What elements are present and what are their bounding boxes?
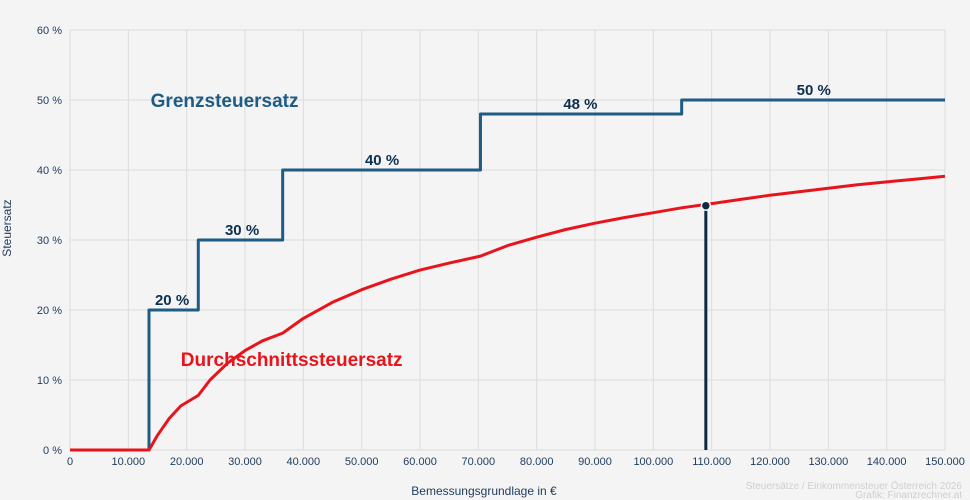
x-tick-label: 60.000 — [403, 456, 437, 468]
y-axis-ticks: 0 % 10 % 20 % 30 % 40 % 50 % 60 % — [37, 25, 62, 457]
x-tick-label: 50.000 — [345, 456, 379, 468]
marker — [700, 200, 712, 450]
x-tick-label: 100.000 — [633, 456, 673, 468]
series-label: Durchschnittssteuersatz — [181, 350, 403, 371]
x-tick-label: 140.000 — [867, 456, 907, 468]
series-line-0 — [70, 98, 945, 452]
y-tick-label: 40 % — [37, 165, 62, 177]
step-label: 30 % — [225, 222, 259, 239]
x-tick-label: 70.000 — [462, 456, 496, 468]
y-tick-label: 10 % — [37, 375, 62, 387]
x-tick-label: 40.000 — [287, 456, 321, 468]
y-tick-label: 0 % — [43, 445, 62, 457]
credit-line-1: Steuersätze / Einkommensteuer Österreich… — [746, 480, 963, 492]
x-tick-label: 0 — [67, 456, 73, 468]
step-label: 40 % — [365, 152, 399, 169]
x-tick-label: 30.000 — [228, 456, 262, 468]
grid — [69, 29, 946, 451]
y-tick-label: 60 % — [37, 25, 62, 37]
x-tick-label: 80.000 — [520, 456, 554, 468]
x-tick-label: 90.000 — [578, 456, 612, 468]
y-tick-label: 20 % — [37, 305, 62, 317]
x-tick-label: 130.000 — [808, 456, 848, 468]
series-line-1 — [70, 174, 946, 452]
x-tick-label: 20.000 — [170, 456, 204, 468]
step-label: 48 % — [563, 96, 597, 113]
y-axis-title: Steuersatz — [0, 199, 14, 256]
step-label: 20 % — [155, 292, 189, 309]
marker-point — [700, 200, 712, 211]
x-tick-label: 110.000 — [692, 456, 731, 468]
annotations: 20 % 30 % 40 % 48 % 50 % Grenzsteuersatz Durch… — [151, 82, 831, 371]
x-tick-label: 150.000 — [925, 456, 965, 468]
x-tick-label: 120.000 — [750, 456, 790, 468]
series-lines — [70, 98, 946, 452]
step-label: 50 % — [797, 82, 831, 99]
credit-line-2: Grafik: Finanzrechner.at — [855, 490, 962, 500]
x-axis-title: Bemessungsgrundlage in € — [411, 484, 557, 498]
x-axis-ticks: 0 10.000 20.000 30.000 40.000 50.000 60.000 70.… — [67, 456, 965, 468]
x-tick-label: 10.000 — [112, 456, 146, 468]
y-tick-label: 50 % — [37, 95, 62, 107]
y-tick-label: 30 % — [37, 235, 62, 247]
series-label: Grenzsteuersatz — [151, 91, 299, 112]
